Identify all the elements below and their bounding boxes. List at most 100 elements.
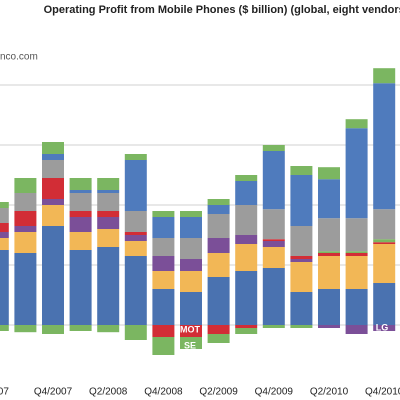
bar-segment [290, 175, 313, 226]
bar-segment [180, 292, 202, 325]
bar-segment [42, 154, 64, 160]
bar-segment [69, 250, 92, 325]
bar-segment [318, 253, 340, 256]
bar-segment [14, 193, 37, 211]
bar-segment [124, 235, 147, 241]
bar-segment [235, 235, 258, 244]
bar-segment [14, 226, 37, 232]
annotation: SE [184, 340, 196, 350]
chart-title: Operating Profit from Mobile Phones ($ b… [44, 4, 400, 16]
bar-segment [69, 232, 92, 250]
bar-segment [0, 202, 9, 208]
annotation: LG [376, 322, 389, 332]
bar-segment [235, 181, 258, 205]
bar-segment [97, 193, 120, 211]
bar-segment [97, 178, 120, 190]
bar-segment [345, 253, 368, 256]
bar-segment [180, 337, 202, 349]
bar-segment [124, 211, 147, 232]
bar-segment [97, 211, 120, 217]
bar-segment [42, 199, 64, 205]
bar-segment [318, 289, 340, 325]
bar-segment [152, 211, 175, 217]
bar-segment [69, 217, 92, 232]
bar-segment [124, 160, 147, 211]
bar-segment [14, 325, 37, 333]
bar-segment [124, 232, 147, 235]
bar-segment [345, 251, 368, 253]
source-note: nco.com [0, 52, 38, 63]
bar-segment [262, 241, 285, 247]
bar-segment [235, 271, 258, 325]
bar-segment [207, 325, 230, 334]
bar-segment [345, 256, 368, 289]
x-tick-label: Q2/2010 [310, 387, 349, 398]
bar-segment [0, 250, 9, 325]
bar-segment [97, 190, 120, 193]
bar-segment [318, 179, 340, 219]
bar-segment [290, 292, 313, 325]
bar-segment [262, 151, 285, 210]
bar-segment [152, 217, 175, 238]
bar-segment [124, 256, 147, 325]
bar-segment [207, 253, 230, 277]
bar-segment [290, 226, 313, 256]
bar-segment [124, 154, 147, 160]
bar-segment [373, 242, 396, 244]
bar-segment [152, 337, 175, 355]
bar-segment [207, 214, 230, 238]
bar-segment [14, 232, 37, 253]
bar-segment [152, 238, 175, 256]
bar-segment [42, 325, 64, 334]
bar-segment [318, 256, 340, 289]
bar-segment [318, 167, 340, 180]
bar-segment [290, 325, 313, 328]
bar-segment [152, 289, 175, 325]
bar-segment [262, 145, 285, 151]
bar-segment [318, 218, 340, 252]
bar-segment [373, 68, 396, 84]
bar-segment [124, 325, 147, 340]
bar-segment [152, 271, 175, 289]
bar-segment [180, 271, 202, 292]
annotation: MOT [180, 324, 200, 334]
bar-segment [373, 209, 396, 240]
bar-segment [290, 259, 313, 262]
bar-segment [42, 142, 64, 154]
bar-segment [345, 325, 368, 334]
bar-segment [152, 256, 175, 271]
bar-segment [290, 262, 313, 292]
bar-segment [207, 238, 230, 253]
bar-segment [14, 253, 37, 325]
bar-segment [180, 211, 202, 217]
bar-segment [207, 277, 230, 325]
bar-segment [235, 244, 258, 271]
bar-segment [318, 251, 340, 253]
bar-segment [97, 229, 120, 247]
x-tick-label: Q4/2009 [255, 387, 294, 398]
bar-segment [262, 239, 285, 241]
bar-segment [97, 247, 120, 325]
x-tick-label: Q2/2009 [199, 387, 238, 398]
bar-segment [373, 83, 396, 210]
bar-segment [373, 283, 396, 325]
bar-segment [0, 208, 9, 223]
bar-segment [180, 259, 202, 271]
bar-segment [97, 325, 120, 333]
bar-segment [262, 268, 285, 325]
bar-segment [373, 239, 396, 243]
bar-segment [345, 218, 368, 252]
bar-segment [262, 325, 285, 328]
bar-segment [152, 325, 175, 337]
bar-segment [42, 178, 64, 199]
bar-segment [14, 211, 37, 226]
bar-segment [180, 238, 202, 259]
bar-segment [290, 256, 313, 259]
bar-segment [262, 247, 285, 268]
bar-segment [69, 190, 92, 193]
x-tick-label: Q4/2007 [34, 387, 73, 398]
x-tick-label: Q2/2008 [89, 387, 128, 398]
bar-segment [42, 160, 64, 178]
bar-segment [207, 205, 230, 214]
